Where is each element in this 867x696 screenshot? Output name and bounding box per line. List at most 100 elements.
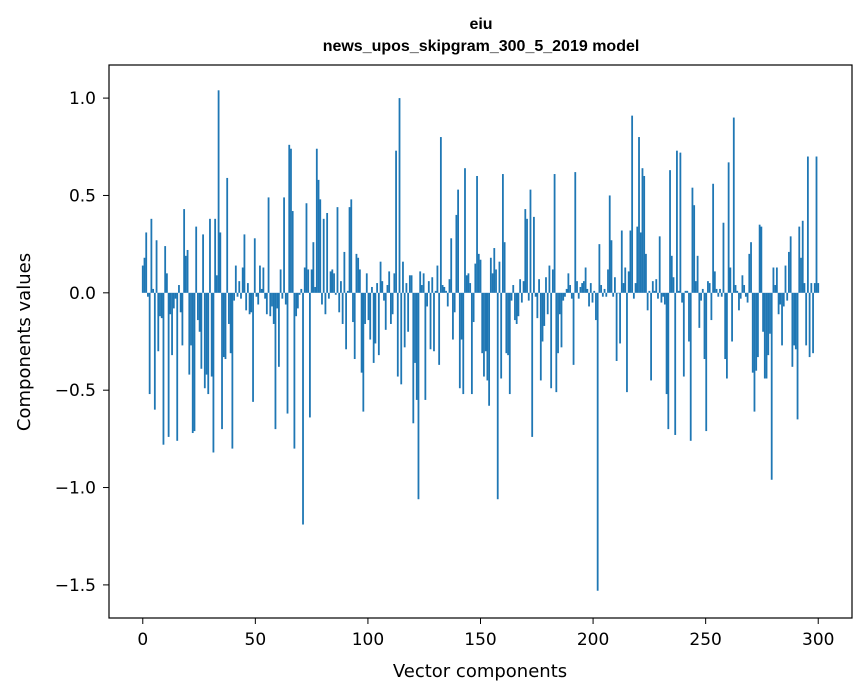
x-tick-label: 250 (689, 630, 721, 650)
bar (570, 292, 573, 299)
bar (670, 255, 673, 293)
bar (283, 197, 285, 293)
plot-frame (108, 64, 853, 619)
y-ticks: 1.0 0.5 0.0 −0.5 −1.0 −1.5 (55, 89, 109, 596)
bar (548, 265, 551, 293)
bar (233, 292, 235, 301)
bar (197, 292, 199, 321)
bar (500, 292, 503, 379)
bar (439, 137, 442, 293)
bar (346, 290, 349, 293)
bar (483, 292, 485, 377)
bar (645, 253, 647, 293)
bar (589, 283, 592, 293)
bar (626, 292, 628, 393)
bar (426, 292, 428, 307)
bar (665, 292, 668, 395)
bar (813, 283, 816, 293)
bar (365, 273, 368, 293)
bar (796, 292, 799, 420)
bar (291, 211, 294, 293)
bar (748, 253, 751, 293)
bar (519, 279, 522, 293)
bar (171, 292, 173, 356)
bar (305, 203, 308, 293)
bar (469, 283, 472, 293)
x-tick-label: 150 (464, 630, 496, 650)
bar (264, 292, 267, 299)
bar (610, 240, 613, 293)
bar (731, 292, 733, 342)
bar (520, 292, 523, 303)
bar (622, 283, 625, 293)
bar (207, 292, 210, 395)
bar (143, 257, 146, 293)
bar (336, 207, 339, 293)
bar (496, 292, 499, 500)
bar (608, 195, 611, 293)
bar (593, 290, 596, 293)
bar (531, 292, 534, 437)
y-tick-label: −1.5 (55, 576, 96, 596)
bar (388, 271, 391, 293)
bar (753, 292, 756, 412)
bar (198, 292, 201, 332)
bar (527, 292, 530, 301)
bar (551, 269, 554, 293)
x-tick-label: 100 (352, 630, 384, 650)
bar (596, 292, 599, 591)
bar (708, 283, 711, 293)
bar (362, 292, 365, 412)
bar (147, 292, 149, 297)
bar (383, 292, 385, 301)
bar (693, 205, 696, 293)
bar (357, 257, 360, 293)
bar (781, 292, 783, 346)
bar (193, 292, 196, 432)
bar (343, 251, 346, 293)
bar (379, 261, 382, 293)
bar (276, 292, 279, 309)
bar (679, 152, 682, 293)
bar (398, 98, 401, 293)
bar (657, 292, 659, 299)
bar (262, 267, 265, 293)
bar (743, 285, 746, 293)
bar (536, 292, 539, 319)
bar (319, 199, 322, 293)
bar (746, 292, 749, 303)
bar (529, 189, 532, 293)
bar (522, 281, 525, 293)
chart-subtitle: news_upos_skipgram_300_5_2019 model (323, 38, 640, 55)
bar (290, 148, 292, 293)
bar (667, 292, 670, 430)
bar (274, 292, 277, 430)
bar (476, 175, 478, 293)
bar (750, 242, 752, 293)
bar (763, 292, 766, 379)
bar (302, 292, 304, 525)
bar (782, 292, 785, 307)
bar (562, 292, 565, 301)
bar (641, 168, 644, 293)
bar (517, 292, 520, 317)
bar (662, 292, 665, 297)
bar (655, 279, 658, 293)
bar (689, 292, 692, 441)
bar (248, 292, 251, 315)
bar (653, 290, 656, 293)
bar (489, 257, 492, 293)
bar (801, 220, 804, 293)
bar (684, 290, 687, 293)
bar (545, 277, 547, 293)
bar (574, 172, 577, 293)
bar (455, 214, 458, 293)
bar (245, 292, 248, 311)
bar (205, 292, 208, 375)
bar (157, 292, 160, 352)
bar (605, 292, 608, 297)
bar (741, 275, 744, 293)
bar (453, 292, 456, 313)
bar (688, 292, 690, 342)
bar (195, 226, 198, 293)
